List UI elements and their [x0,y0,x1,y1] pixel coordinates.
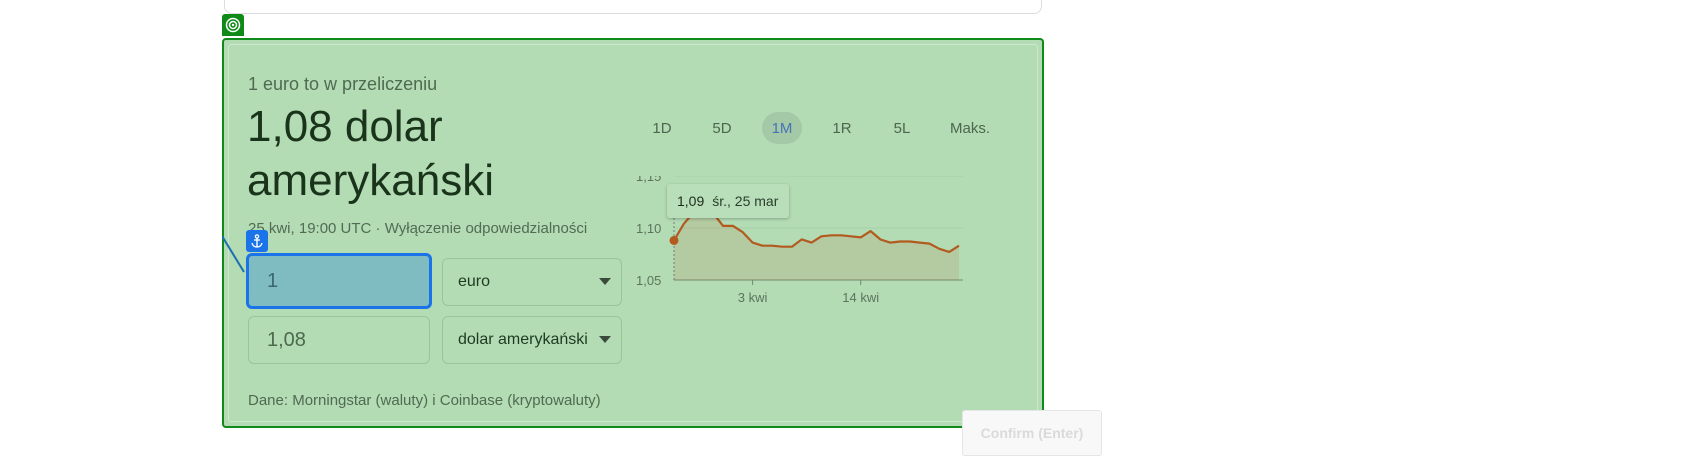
to-currency-select[interactable]: dolar amerykański [442,316,622,364]
to-amount-input[interactable]: 1,08 [248,316,430,364]
tab-5d[interactable]: 5D [712,119,732,137]
series-line [673,210,960,253]
confirm-button[interactable]: Confirm (Enter) [962,410,1102,456]
from-amount-input[interactable]: 1 [246,253,432,309]
tab-1r[interactable]: 1R [832,119,852,137]
tab-1m[interactable]: 1M [762,112,802,144]
to-currency-value: dolar amerykański [458,331,588,348]
conversion-result: 1,08 dolar amerykański [247,102,494,205]
x-tick-label: 3 kwi [738,290,768,305]
tab-1d[interactable]: 1D [652,119,672,137]
area-fill [674,211,959,280]
tab-max[interactable]: Maks. [950,119,991,137]
currency-converter-widget: 1 euro to w przeliczeniu 1,08 dolar amer… [222,38,1044,428]
hover-point [669,235,679,245]
tab-5l[interactable]: 5L [893,119,911,137]
data-source-note: Dane: Morningstar (waluty) i Coinbase (k… [248,392,601,409]
x-tick-label: 14 kwi [842,290,879,305]
focus-connector-line [222,236,245,273]
chart-range-tabs: 1D 5D 1M 1R 5L Maks. [642,112,1042,144]
timestamp-disclaimer: 25 kwi, 19:00 UTC · Wyłączenie odpowiedz… [248,220,588,237]
exchange-rate-chart: 1,15 1,10 1,05 3 kwi 14 kwi [636,176,963,305]
from-currency-select[interactable]: euro [442,258,622,306]
chevron-down-icon [599,278,611,285]
y-tick-label: 1,15 [636,176,661,184]
from-currency-value: euro [458,273,491,290]
target-icon [222,14,244,36]
tooltip-value: 1,09 [677,193,705,209]
tooltip-date: śr., 25 mar [712,193,779,209]
anchor-icon [246,230,268,252]
previous-result-card [224,0,1042,14]
chart-tooltip: 1,09 śr., 25 mar [667,184,789,218]
y-tick-label: 1,05 [636,273,661,288]
y-tick-label: 1,10 [636,221,661,236]
chevron-down-icon [599,336,611,343]
converter-subtitle: 1 euro to w przeliczeniu [248,74,438,94]
